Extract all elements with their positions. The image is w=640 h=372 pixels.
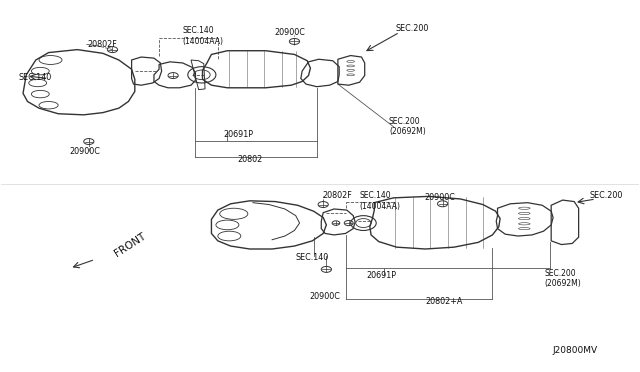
Text: SEC.200: SEC.200 bbox=[589, 191, 623, 200]
Text: SEC.200
(20692M): SEC.200 (20692M) bbox=[389, 117, 426, 137]
Text: SEC.140
(14004AA): SEC.140 (14004AA) bbox=[182, 26, 224, 46]
Text: SEC.140: SEC.140 bbox=[296, 253, 329, 262]
Text: FRONT: FRONT bbox=[113, 231, 148, 259]
Text: SEC.140: SEC.140 bbox=[19, 73, 52, 82]
Text: SEC.200
(20692M): SEC.200 (20692M) bbox=[545, 269, 582, 288]
Text: SEC.140
(14004AA): SEC.140 (14004AA) bbox=[360, 191, 401, 211]
Text: 20802: 20802 bbox=[237, 155, 262, 164]
Text: 20900C: 20900C bbox=[275, 28, 305, 37]
Text: 20691P: 20691P bbox=[366, 271, 396, 280]
Text: 20900C: 20900C bbox=[70, 147, 100, 156]
Text: SEC.200: SEC.200 bbox=[396, 24, 429, 33]
Text: 20802F: 20802F bbox=[87, 40, 116, 49]
Text: 20900C: 20900C bbox=[424, 193, 456, 202]
Text: 20900C: 20900C bbox=[310, 292, 340, 301]
Text: 20802F: 20802F bbox=[323, 191, 352, 200]
Text: 20802+A: 20802+A bbox=[426, 297, 463, 306]
Text: J20800MV: J20800MV bbox=[553, 346, 598, 355]
Text: 20691P: 20691P bbox=[223, 129, 253, 139]
